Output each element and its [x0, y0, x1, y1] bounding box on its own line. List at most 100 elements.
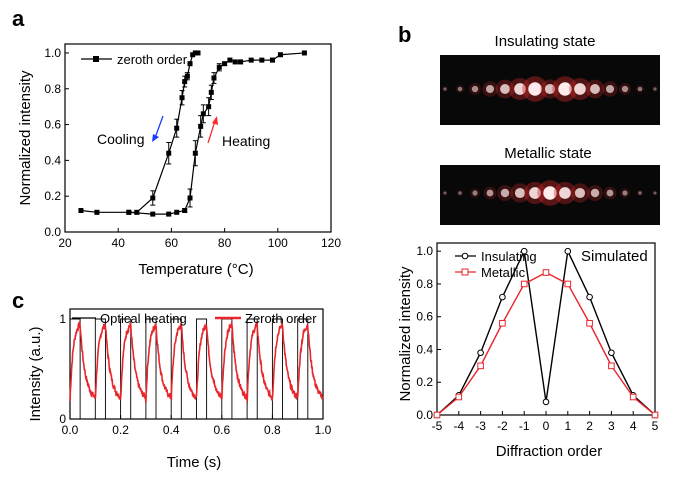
chart-c-x-tick-label: 0.6: [213, 423, 230, 437]
chart-a-x-tick-label: 60: [165, 236, 179, 250]
data-point-metallic: [520, 280, 528, 288]
chart-b-y-tick-label: 0.2: [416, 375, 433, 389]
diffraction-spot: [514, 83, 526, 95]
data-point-cooling: [182, 79, 188, 85]
chart-a-legend: zeroth order: [81, 52, 188, 67]
chart-b-x-tick-label: -5: [432, 419, 443, 433]
panel-label-c: c: [12, 288, 24, 313]
data-point-metallic: [477, 362, 484, 370]
metallic-state-title: Metallic state: [504, 145, 592, 162]
chart-a-y-tick-label: 0.2: [44, 189, 61, 203]
chart-a-y-tick-label: 1.0: [44, 46, 61, 60]
data-point-heating: [206, 104, 212, 110]
data-point-insulating: [477, 349, 484, 357]
diffraction-spot: [574, 187, 586, 199]
annotation-cooling: Cooling: [97, 131, 144, 147]
cooling-arrow-head: [152, 134, 159, 142]
legend-marker-metallic: [461, 268, 469, 276]
diffraction-spot: [471, 85, 479, 93]
chart-b-x-tick-label: 3: [608, 419, 615, 433]
data-point-metallic: [542, 269, 550, 276]
legend-label-optical-heating: Optical heating: [100, 311, 187, 326]
data-point-heating: [248, 57, 254, 63]
legend-marker-insulating: [461, 252, 469, 260]
diffraction-spot: [653, 191, 657, 195]
data-point-heating: [259, 57, 265, 63]
data-point-metallic: [586, 319, 593, 327]
panel-label-a: a: [12, 6, 25, 31]
chart-b-frame: [436, 242, 656, 416]
data-point-cooling: [94, 209, 100, 215]
data-point-heating: [211, 75, 217, 81]
diffraction-spot: [621, 85, 629, 93]
data-point-insulating: [586, 293, 593, 301]
data-point-heating: [150, 211, 156, 217]
data-point-heating: [269, 57, 275, 63]
diffraction-spot: [486, 189, 494, 197]
series-line-optical-heating: [69, 318, 323, 420]
data-point-cooling: [179, 95, 185, 101]
chart-b-y-tick-label: 0.0: [416, 408, 433, 422]
data-point-cooling: [150, 195, 156, 201]
chart-b-x-tick-label: 1: [564, 419, 571, 433]
data-point-heating: [198, 123, 204, 129]
data-point-cooling: [78, 208, 84, 214]
chart-c-legend: Optical heating Zeroth order: [72, 311, 317, 326]
chart-a: 20 40 60 80 100 120 0.0 0.2 0.4 0.6 0.8 1.0 zeroth …: [17, 43, 341, 278]
diffraction-spot: [500, 84, 510, 94]
heating-arrow: [207, 120, 216, 144]
diffraction-spot-glow: [636, 189, 644, 197]
chart-c-y-axis-title: Intensity (a.u.): [27, 326, 44, 421]
chart-b: -5 -4 -3 -2 -1 0 1 2 3 4 5 0.0 0.2 0.4 0.6 0.8 1.0 Insul…: [397, 242, 659, 460]
diffraction-spot-glow: [455, 84, 465, 94]
data-point-cooling: [174, 125, 180, 131]
chart-c-x-tick-label: 0.2: [112, 423, 129, 437]
diffraction-spot: [606, 189, 614, 197]
data-point-insulating: [608, 349, 615, 357]
series-line-zeroth-order-c: [69, 320, 324, 404]
data-point-insulating: [520, 247, 528, 255]
data-point-metallic: [651, 411, 659, 419]
diffraction-spot-glow: [651, 85, 659, 93]
data-point-cooling: [187, 61, 193, 67]
chart-b-x-tick-label: 0: [543, 419, 550, 433]
diffraction-spot-glow: [441, 85, 449, 93]
data-point-insulating: [564, 247, 572, 255]
diffraction-spot: [529, 187, 541, 199]
diffraction-spot: [443, 87, 447, 91]
diffraction-spot: [514, 187, 526, 199]
data-point-heating: [182, 208, 188, 214]
chart-b-x-tick-label: 2: [586, 419, 593, 433]
annotation-simulated: Simulated: [581, 248, 648, 265]
diffraction-spot: [638, 191, 642, 195]
data-point-heating: [200, 111, 206, 117]
diffraction-spot: [653, 87, 657, 91]
data-point-metallic: [629, 393, 637, 401]
diffraction-spot: [472, 190, 478, 196]
chart-b-x-axis-title: Diffraction order: [496, 443, 602, 460]
legend-label-zeroth-order: zeroth order: [117, 52, 188, 67]
diffraction-spot: [574, 83, 586, 95]
data-point-heating: [126, 209, 132, 215]
data-point-cooling: [192, 50, 198, 56]
diffraction-spot: [543, 186, 557, 200]
diffraction-spot: [544, 83, 556, 95]
chart-a-frame: [64, 43, 332, 233]
chart-a-x-tick-label: 40: [112, 236, 126, 250]
data-point-heating: [227, 57, 233, 63]
diffraction-spot: [443, 191, 447, 195]
diffraction-spot: [605, 84, 615, 94]
chart-c-y-tick-label: 0: [59, 412, 66, 426]
chart-b-x-tick-label: -4: [453, 419, 464, 433]
panel-label-b: b: [398, 22, 411, 47]
legend-label-insulating: Insulating: [481, 249, 537, 264]
chart-a-x-tick-label: 120: [321, 236, 341, 250]
data-point-cooling: [190, 52, 196, 58]
chart-a-y-tick-label: 0.6: [44, 118, 61, 132]
diffraction-spot: [637, 86, 643, 92]
chart-b-x-tick-label: 5: [652, 419, 659, 433]
data-point-metallic: [433, 411, 441, 419]
diffraction-spot-glow: [635, 84, 645, 94]
chart-b-y-axis-title: Normalized intensity: [397, 266, 414, 402]
